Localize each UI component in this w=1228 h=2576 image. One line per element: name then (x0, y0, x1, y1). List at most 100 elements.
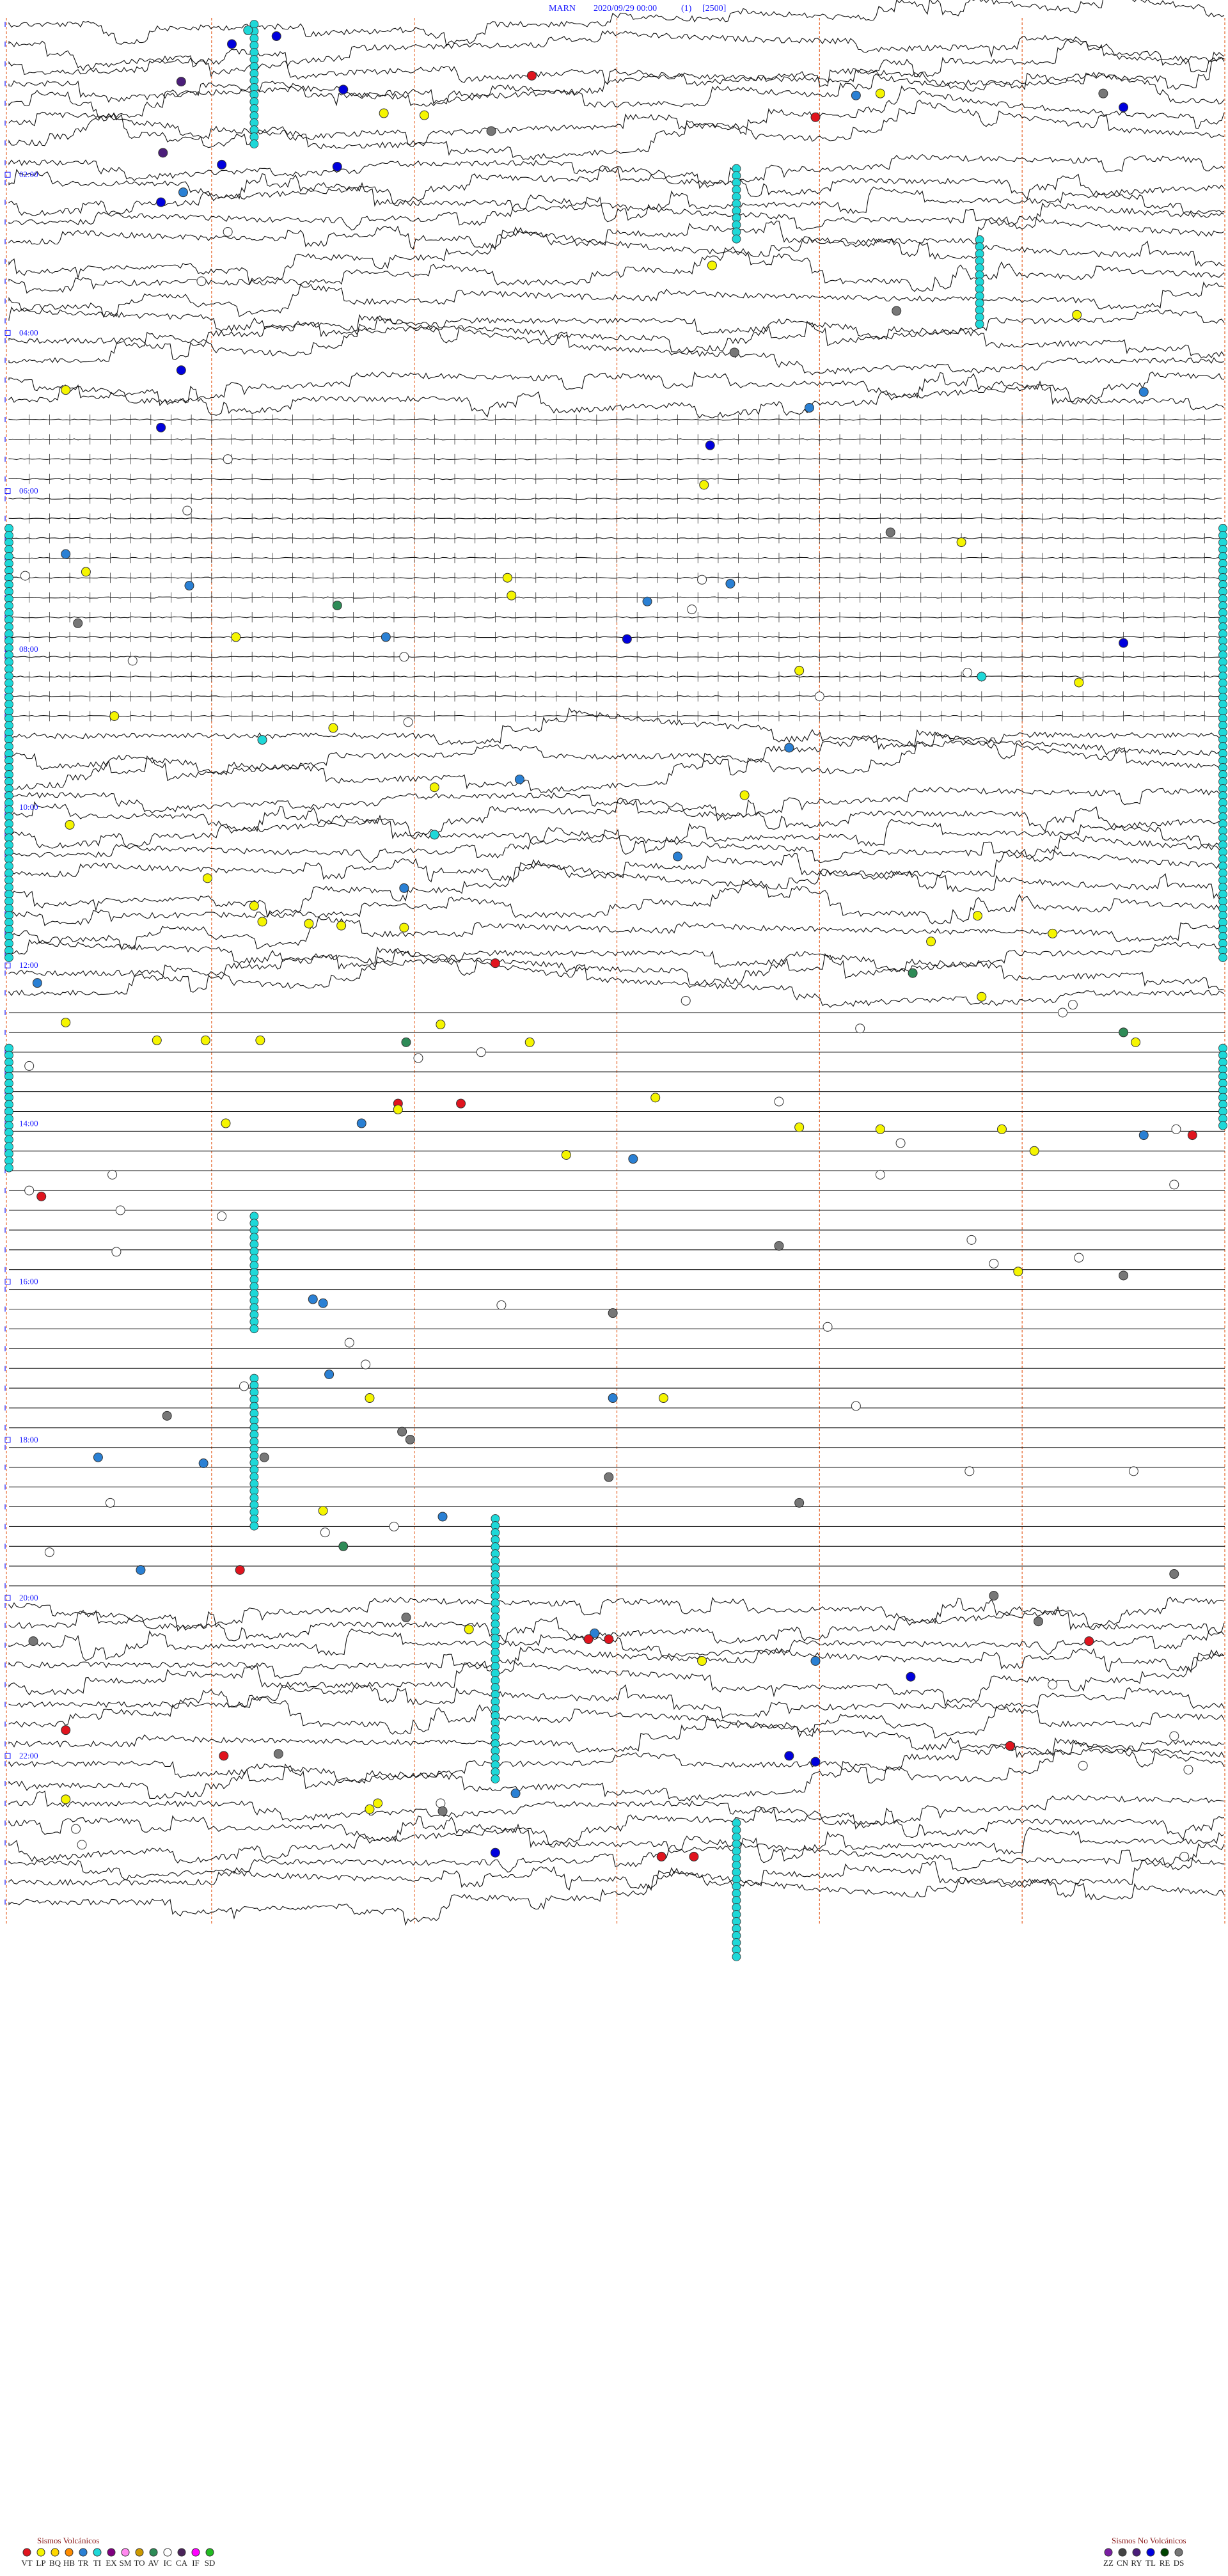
event-marker-ic (814, 691, 824, 702)
seismic-traces (4, 0, 1225, 1926)
event-marker-lp (249, 901, 259, 911)
event-marker-lp (794, 1122, 805, 1132)
event-marker-tr (851, 90, 861, 100)
event-marker-ic (44, 1547, 54, 1558)
minute-gridlines (6, 18, 1225, 1925)
event-marker-ic (851, 1401, 861, 1411)
event-marker-tl (784, 1751, 794, 1761)
event-marker-ds (774, 1241, 784, 1251)
event-marker-ds (885, 527, 895, 537)
event-marker-tr (784, 743, 794, 753)
event-marker-lp (996, 1124, 1007, 1134)
seismic-trace (8, 154, 1225, 189)
event-marker-tr (184, 581, 194, 591)
event-marker-ti (429, 830, 439, 840)
event-marker-ic (182, 505, 193, 516)
event-marker-ic (1048, 1680, 1058, 1690)
hour-label: 02:00 (19, 170, 38, 179)
hour-marker (4, 329, 11, 336)
seismic-trace (8, 0, 1225, 47)
event-marker-lp (739, 790, 750, 800)
event-marker-tr (1138, 1130, 1149, 1141)
seismic-trace (8, 1597, 1225, 1644)
event-marker-lp (81, 567, 91, 577)
tremor-marker (4, 953, 13, 962)
seismic-trace (8, 557, 1222, 559)
event-marker-ic (107, 1169, 118, 1180)
event-marker-tr (198, 1458, 209, 1469)
seismic-trace (8, 39, 1225, 87)
tremor-marker (732, 1952, 741, 1961)
event-marker-ds (989, 1591, 999, 1601)
event-marker-lp (429, 782, 439, 793)
event-marker-lp (399, 922, 409, 933)
event-marker-lp (977, 992, 987, 1002)
legend-swatch-re (1160, 2548, 1169, 2557)
seismic-trace (8, 1815, 1225, 1864)
seismic-trace (8, 636, 1222, 638)
legend-swatch-zz (1104, 2548, 1113, 2557)
event-marker-lp (956, 537, 966, 548)
event-marker-ds (1098, 88, 1108, 99)
seismic-trace (8, 616, 1222, 619)
legend-volcanic: Sismos Volcánicos VT LP BQ HB TR TI EX SM TO AV IC… (21, 2536, 215, 2568)
hour-label: 04:00 (19, 328, 38, 337)
event-marker-ds (401, 1613, 411, 1623)
legend-swatch-ti (93, 2548, 102, 2557)
event-marker-lp (524, 1037, 535, 1047)
event-marker-tr (673, 851, 683, 862)
event-markers (20, 25, 1197, 1861)
seismic-trace (8, 878, 1225, 926)
legend-non-volcanic: Sismos No Volcánicos ZZ CN RY TL RE DS (1103, 2536, 1186, 2568)
event-marker-ry (158, 148, 168, 158)
event-marker-tl (217, 159, 227, 170)
event-marker-ic (963, 668, 973, 678)
event-marker-tl (332, 161, 342, 171)
seismic-trace (8, 576, 1222, 579)
event-marker-lp (365, 1804, 375, 1814)
seismic-trace (8, 537, 1222, 539)
seismic-trace (8, 313, 1225, 360)
seismic-trace (8, 858, 1225, 918)
seismic-trace (8, 656, 1222, 658)
legend-code-ti: TI (93, 2558, 101, 2568)
event-marker-ic (1169, 1731, 1179, 1741)
event-marker-ti (257, 735, 267, 745)
seismic-trace (8, 517, 1222, 520)
seismic-trace (8, 947, 1225, 1008)
legend-swatch-sd (205, 2548, 214, 2557)
event-marker-vt (235, 1565, 245, 1575)
event-marker-tr (93, 1452, 103, 1462)
event-marker-vt (456, 1098, 466, 1109)
legend-code-ca: CA (176, 2558, 188, 2568)
event-marker-ds (259, 1452, 269, 1462)
hour-label: 12:00 (19, 960, 38, 970)
event-marker-ic (1183, 1764, 1193, 1774)
event-marker-vt (604, 1634, 614, 1645)
event-marker-lp (972, 911, 982, 921)
seismic-trace (8, 438, 1222, 441)
event-marker-ic (697, 574, 707, 585)
tremor-columns (4, 20, 1227, 1961)
hour-label: 22:00 (19, 1751, 38, 1760)
seismic-trace (8, 913, 1225, 951)
event-marker-ds (273, 1749, 283, 1759)
seismic-trace (8, 805, 1225, 855)
event-marker-ds (794, 1497, 805, 1508)
event-marker-ic (105, 1497, 115, 1508)
hour-label: 20:00 (19, 1593, 38, 1602)
legend-code-ry: RY (1131, 2558, 1142, 2568)
event-marker-ic (1128, 1466, 1138, 1476)
event-marker-vt (583, 1634, 594, 1645)
seismic-trace (8, 707, 1225, 750)
event-marker-ds (486, 126, 496, 136)
event-marker-tr (318, 1298, 328, 1308)
event-marker-tr (725, 578, 736, 589)
event-marker-lp (1013, 1267, 1023, 1277)
event-marker-ds (405, 1434, 415, 1444)
seismic-trace (8, 1646, 1225, 1679)
legend-code-hb: HB (63, 2558, 75, 2568)
event-marker-lp (1029, 1146, 1039, 1156)
event-marker-lp (502, 573, 512, 583)
event-marker-tr (510, 1789, 521, 1799)
